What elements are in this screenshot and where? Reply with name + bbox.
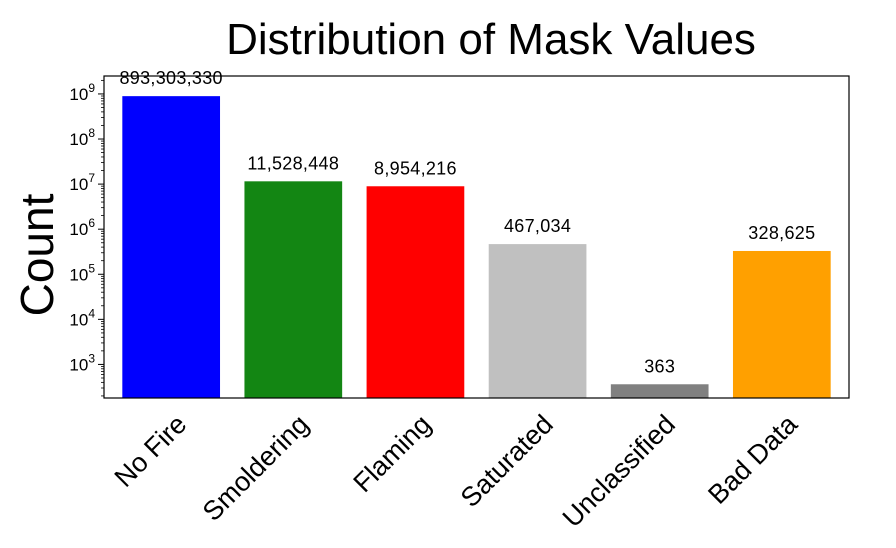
y-axis-ticks: 103 104 105 106 107 108 109 xyxy=(69,79,104,397)
category-label: Saturated xyxy=(455,409,559,513)
y-tick-label: 109 xyxy=(69,81,95,104)
bar xyxy=(732,250,831,398)
y-tick-label: 104 xyxy=(69,306,95,329)
plot-frame xyxy=(103,75,850,399)
y-axis-label: Count xyxy=(11,193,63,316)
data-labels: 893,303,330 11,528,448 8,954,216 467,034 363… xyxy=(119,68,815,376)
bar-value-label: 11,528,448 xyxy=(247,153,339,173)
bar xyxy=(610,384,709,398)
category-label: Bad Data xyxy=(702,408,804,510)
category-label: Unclassified xyxy=(557,409,681,533)
bar-value-label: 363 xyxy=(644,356,675,376)
x-axis-tick-labels: No Fire Smoldering Flaming SaturatedUnclass… xyxy=(109,408,804,533)
bar xyxy=(488,244,587,398)
y-tick-label: 106 xyxy=(69,216,95,239)
bar-value-label: 893,303,330 xyxy=(119,68,222,88)
bar xyxy=(366,186,465,398)
y-tick-label: 103 xyxy=(69,351,95,374)
category-label: Smoldering xyxy=(197,409,315,527)
category-label: Flaming xyxy=(348,409,437,498)
chart-title: Distribution of Mask Values xyxy=(226,15,756,64)
y-tick-label: 107 xyxy=(69,171,95,194)
y-tick-label: 108 xyxy=(69,126,95,149)
bar xyxy=(244,181,343,398)
bar xyxy=(122,96,221,399)
bar-value-label: 467,034 xyxy=(504,216,571,236)
bars xyxy=(122,96,831,399)
bar-value-label: 8,954,216 xyxy=(374,158,457,178)
category-label: No Fire xyxy=(109,409,193,493)
y-tick-label: 105 xyxy=(69,261,95,284)
bar-value-label: 328,625 xyxy=(748,223,815,243)
